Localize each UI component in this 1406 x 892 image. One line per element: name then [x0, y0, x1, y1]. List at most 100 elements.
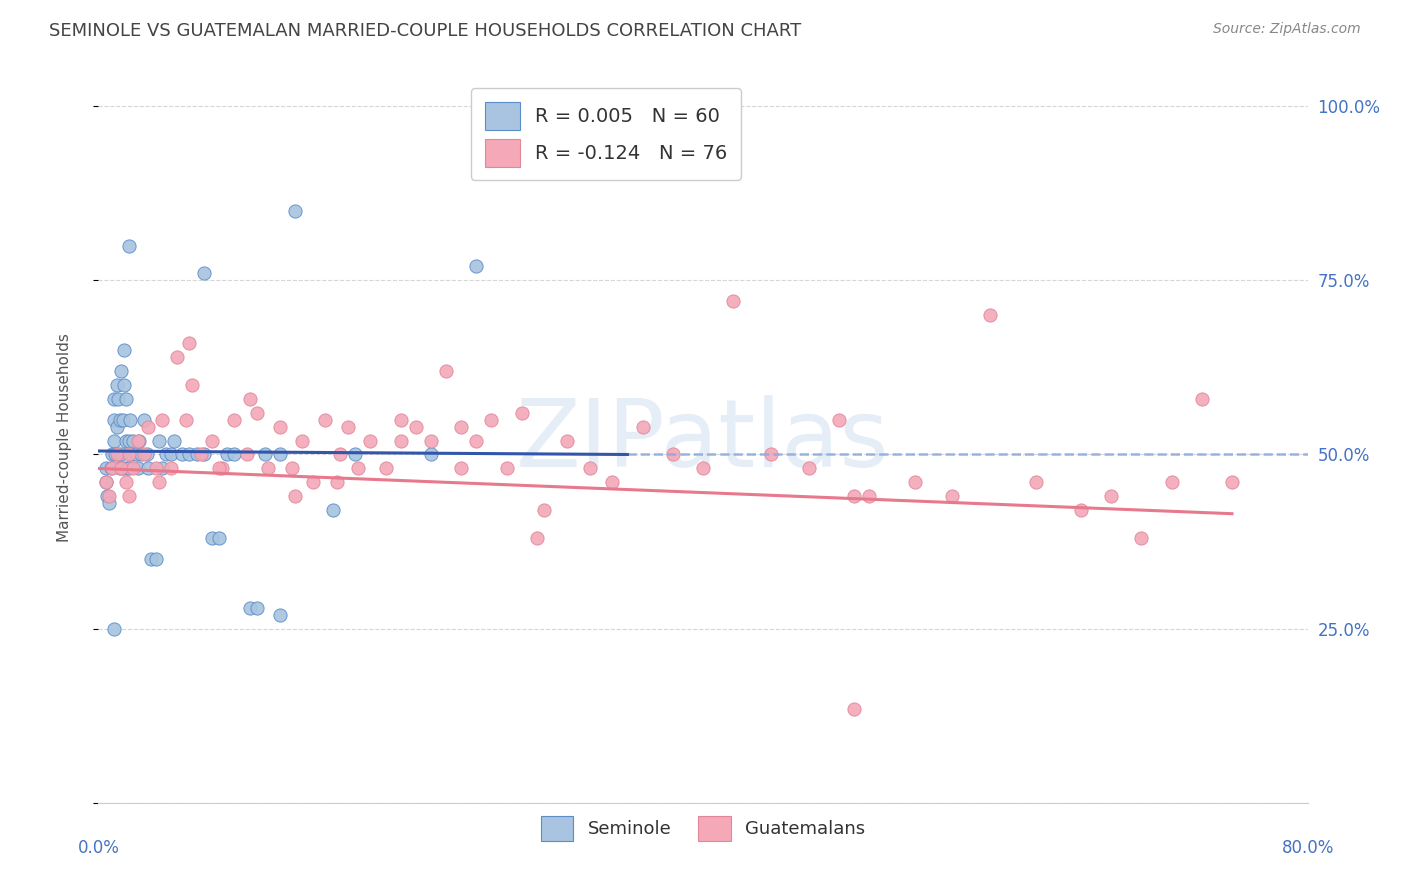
Point	[208, 461, 231, 475]
Point	[96, 489, 118, 503]
Point	[692, 461, 714, 475]
Point	[111, 461, 134, 475]
Point	[129, 448, 152, 462]
Point	[1099, 489, 1122, 503]
Point	[1191, 392, 1213, 406]
Point	[111, 412, 134, 426]
Point	[110, 461, 132, 475]
Point	[326, 475, 349, 490]
Point	[495, 461, 517, 475]
Point	[103, 392, 125, 406]
Point	[101, 448, 124, 462]
Point	[344, 448, 367, 462]
Point	[103, 412, 125, 426]
Point	[128, 434, 150, 448]
Point	[374, 461, 396, 475]
Point	[979, 308, 1001, 322]
Point	[193, 266, 215, 280]
Point	[112, 343, 135, 357]
Point	[239, 600, 262, 615]
Point	[420, 448, 443, 462]
Point	[181, 377, 204, 392]
Point	[858, 489, 880, 503]
Point	[107, 392, 129, 406]
Point	[224, 448, 246, 462]
Point	[94, 475, 117, 490]
Point	[844, 702, 866, 716]
Point	[246, 600, 269, 615]
Point	[631, 419, 654, 434]
Point	[122, 434, 145, 448]
Point	[284, 203, 307, 218]
Point	[115, 461, 138, 475]
Point	[190, 448, 212, 462]
Point	[602, 475, 624, 490]
Point	[148, 434, 170, 448]
Point	[121, 448, 143, 462]
Point	[578, 461, 600, 475]
Point	[284, 489, 307, 503]
Point	[148, 475, 170, 490]
Point	[904, 475, 927, 490]
Point	[104, 448, 127, 462]
Point	[246, 406, 269, 420]
Point	[347, 461, 370, 475]
Point	[510, 406, 533, 420]
Point	[150, 461, 173, 475]
Point	[201, 531, 224, 545]
Text: 80.0%: 80.0%	[1281, 839, 1334, 857]
Point	[253, 448, 276, 462]
Point	[136, 461, 159, 475]
Text: 0.0%: 0.0%	[77, 839, 120, 857]
Point	[1130, 531, 1153, 545]
Point	[661, 448, 683, 462]
Point	[465, 260, 488, 274]
Point	[336, 419, 359, 434]
Point	[118, 238, 141, 252]
Point	[160, 448, 183, 462]
Point	[166, 350, 188, 364]
Point	[160, 461, 183, 475]
Point	[118, 448, 141, 462]
Point	[1070, 503, 1092, 517]
Point	[94, 461, 117, 475]
Point	[112, 377, 135, 392]
Point	[224, 412, 246, 426]
Point	[360, 434, 382, 448]
Point	[389, 434, 412, 448]
Point	[141, 552, 163, 566]
Point	[101, 461, 124, 475]
Point	[723, 294, 745, 309]
Y-axis label: Married-couple Households: Married-couple Households	[58, 333, 72, 541]
Point	[132, 448, 155, 462]
Point	[110, 448, 132, 462]
Point	[239, 392, 262, 406]
Point	[208, 531, 231, 545]
Point	[329, 448, 352, 462]
Point	[120, 412, 142, 426]
Point	[941, 489, 963, 503]
Point	[105, 419, 128, 434]
Point	[179, 448, 201, 462]
Point	[201, 434, 224, 448]
Point	[114, 475, 136, 490]
Point	[150, 412, 173, 426]
Point	[844, 489, 866, 503]
Point	[114, 434, 136, 448]
Point	[481, 412, 503, 426]
Point	[828, 412, 851, 426]
Point	[145, 461, 167, 475]
Point	[179, 336, 201, 351]
Point	[314, 412, 336, 426]
Point	[759, 448, 782, 462]
Point	[269, 448, 291, 462]
Legend: Seminole, Guatemalans: Seminole, Guatemalans	[533, 809, 873, 848]
Point	[215, 448, 238, 462]
Point	[105, 377, 128, 392]
Point	[281, 461, 304, 475]
Point	[465, 434, 488, 448]
Point	[420, 434, 443, 448]
Point	[118, 489, 141, 503]
Point	[1220, 475, 1243, 490]
Point	[322, 503, 344, 517]
